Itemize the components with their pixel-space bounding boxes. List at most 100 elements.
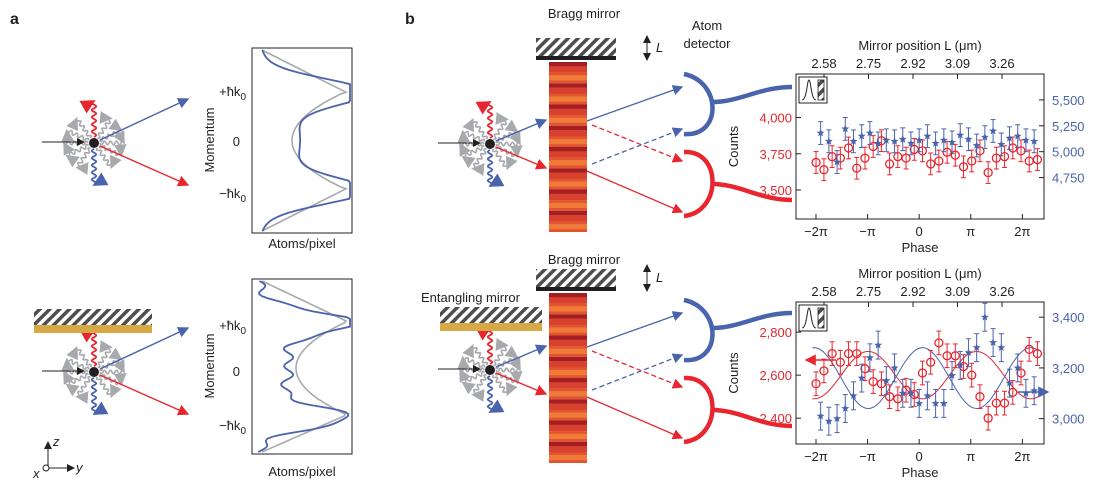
- stripe-mid-6: [549, 424, 587, 432]
- stripe-mid-0: [549, 66, 587, 73]
- left-tick-label-2: 2,400: [759, 411, 792, 426]
- point-s1-23: [1005, 378, 1014, 387]
- point-s0-20: [975, 392, 985, 402]
- scatter-photon-5: [95, 147, 122, 170]
- counts-vs-phase-plot-top: −2π −π 0 π 2π Phase 2.58 2.75 2.92 3.09 3.26 Mirror…: [726, 38, 1085, 255]
- point-s1-20: [980, 133, 989, 141]
- point-s0-21: [983, 413, 993, 423]
- point-s0-5: [852, 348, 862, 359]
- scatter-photon-0: [457, 355, 486, 369]
- point-s1-18: [964, 135, 973, 143]
- tick-zero-bottom: 0: [233, 364, 240, 379]
- blue-photon-down: [90, 377, 109, 415]
- atoms-per-pixel-label-top: Atoms/pixel: [268, 236, 335, 251]
- detector-coupler-blue: [683, 71, 715, 137]
- stripe-mid-5: [549, 172, 587, 179]
- point-s0-11: [901, 153, 911, 163]
- coordinate-axes: z x y: [32, 434, 84, 481]
- stripe-mid-7: [549, 446, 587, 453]
- blue-outgoing-arrow: [99, 327, 190, 370]
- point-s1-8: [882, 376, 891, 384]
- phase-tick-label-1: −π: [859, 449, 876, 464]
- left-tick-label-0: 2,800: [759, 325, 792, 340]
- point-s1-11: [907, 389, 915, 397]
- scatter-photon-0: [457, 129, 486, 143]
- atom-detector-label-line2: detector: [684, 36, 732, 51]
- point-s1-6: [865, 353, 874, 362]
- point-s0-27: [1032, 348, 1043, 359]
- point-s1-11: [907, 139, 915, 147]
- axis-x-label: x: [32, 466, 40, 481]
- red-dashed-beam: [591, 350, 684, 389]
- point-s1-2: [833, 414, 842, 422]
- point-s1-10: [898, 135, 907, 143]
- stripe-peak-3: [549, 138, 587, 145]
- blue-solid-beam: [586, 85, 684, 122]
- phase-tick-label-2: 0: [916, 449, 923, 464]
- mirror-pos-tick-label-0: 2.58: [811, 56, 836, 71]
- stripe-peak-4: [549, 160, 587, 166]
- stripe-mid-3: [549, 361, 587, 368]
- bragg-mirror-top: [536, 38, 616, 60]
- stripe-mid-2: [549, 339, 587, 347]
- red-outgoing-arrow: [495, 146, 548, 170]
- stripe-mid-6: [549, 193, 587, 201]
- stripe-peak-6: [549, 202, 587, 208]
- scatter-photon-9: [99, 130, 125, 146]
- stripe-mid-0: [549, 297, 587, 304]
- blue-outgoing-arrow: [99, 98, 190, 141]
- right-tick-label-0: 5,500: [1052, 93, 1085, 108]
- standing-wave-stripes-top: [549, 62, 587, 232]
- plot-frame: [795, 73, 1045, 220]
- scatter-photon-5: [491, 374, 518, 397]
- phase-tick-label-2: 0: [916, 224, 923, 239]
- point-s0-17: [950, 150, 960, 160]
- scatter-photon-0: [61, 357, 90, 371]
- point-s0-10: [893, 394, 903, 404]
- counts-axis-label: Counts: [726, 352, 741, 394]
- phase-tick-label-3: π: [966, 449, 975, 464]
- entangling-mirror-b: [440, 307, 542, 331]
- stripe-mid-2: [549, 108, 587, 116]
- mirror-pos-tick-label-4: 3.26: [989, 56, 1014, 71]
- entangling-mirror-label: Entangling mirror: [421, 290, 521, 305]
- point-s0-14: [926, 357, 936, 367]
- stripe-peak-7: [549, 454, 587, 461]
- point-s0-27: [1032, 154, 1043, 165]
- detector-lead-red: [711, 181, 793, 203]
- point-s1-18: [964, 348, 973, 357]
- phase-tick-label-4: 2π: [1014, 224, 1030, 239]
- point-s0-17: [950, 351, 960, 361]
- atom-dot: [485, 365, 495, 375]
- point-s0-6: [860, 364, 870, 374]
- inset-icon: [798, 76, 828, 104]
- point-s1-12: [915, 399, 924, 407]
- blue-outgoing-arrow: [495, 344, 548, 368]
- point-s1-14: [931, 139, 940, 147]
- point-s1-21: [989, 338, 998, 346]
- point-s1-19: [972, 343, 981, 351]
- point-s0-16: [942, 147, 952, 157]
- detector-coupler-blue: [683, 297, 715, 363]
- bragg-mirror-label-bottom: Bragg mirror: [548, 252, 621, 267]
- blue-solid-beam: [586, 311, 684, 348]
- detector-coupler-red: [683, 375, 715, 445]
- mirror-pos-tick-label-1: 2.75: [856, 284, 881, 299]
- point-s0-26: [1024, 344, 1034, 354]
- red-dashed-beam: [591, 124, 684, 163]
- detector-lead-blue: [711, 310, 793, 331]
- point-s1-2: [833, 157, 842, 166]
- point-s0-8: [876, 379, 887, 389]
- stripe-mid-5: [549, 403, 587, 410]
- scatter-photon-9: [495, 357, 521, 373]
- phase-tick-label-3: π: [966, 224, 975, 239]
- point-s0-11: [901, 385, 911, 395]
- scatter-photon-0: [61, 128, 90, 142]
- point-s1-13: [923, 391, 932, 400]
- beam-paths-bottom: [586, 297, 793, 445]
- scatter-photon-1: [462, 117, 489, 140]
- point-s0-18: [958, 162, 969, 172]
- atom-dot: [89, 138, 99, 148]
- point-s0-24: [1008, 387, 1018, 398]
- point-s0-21: [983, 167, 993, 178]
